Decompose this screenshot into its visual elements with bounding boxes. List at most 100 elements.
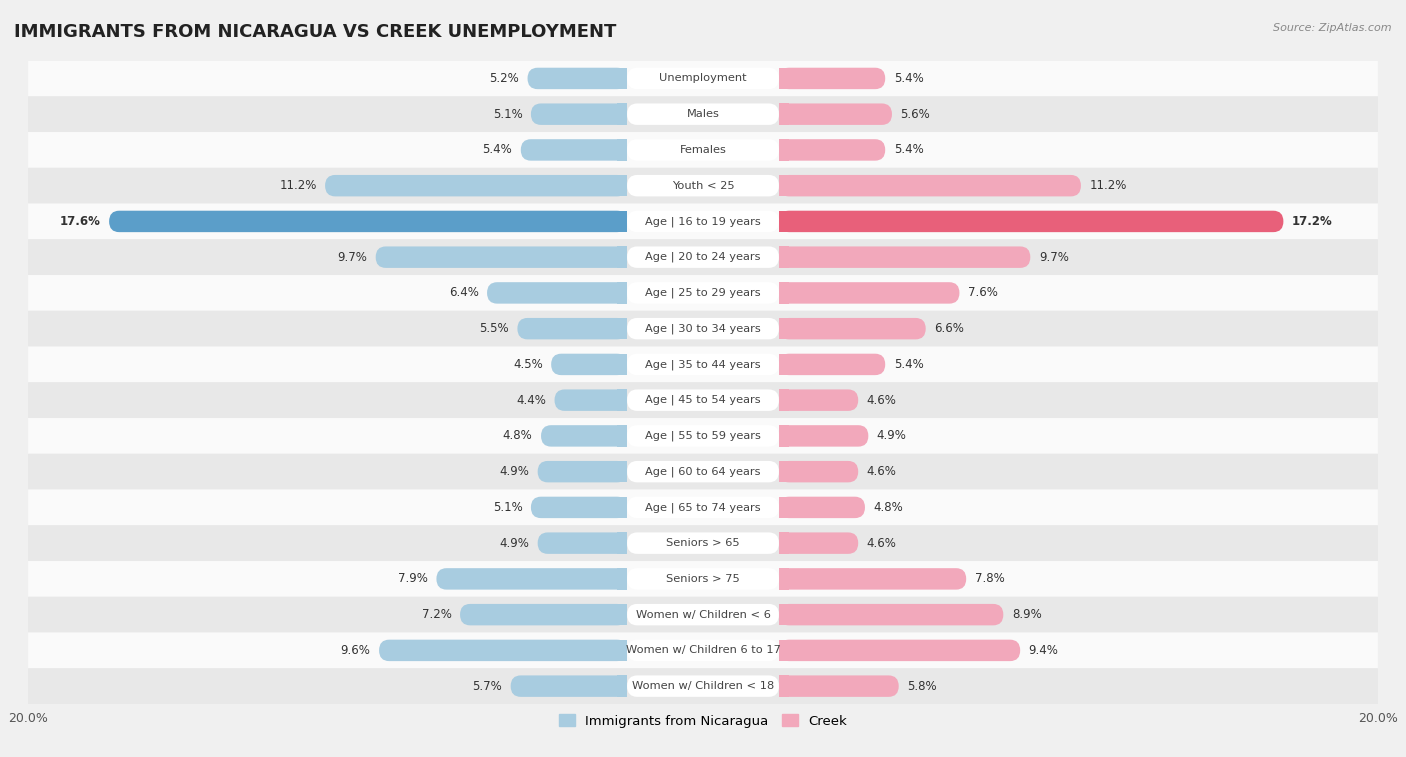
FancyBboxPatch shape [627,247,779,268]
Text: Source: ZipAtlas.com: Source: ZipAtlas.com [1274,23,1392,33]
FancyBboxPatch shape [28,525,1378,561]
Text: 4.9%: 4.9% [499,537,529,550]
FancyBboxPatch shape [28,561,1378,597]
Bar [779,425,789,447]
Bar [617,210,627,232]
Text: 7.9%: 7.9% [398,572,427,585]
Text: 7.8%: 7.8% [974,572,1004,585]
FancyBboxPatch shape [779,497,865,518]
Bar [779,175,789,196]
FancyBboxPatch shape [551,354,627,375]
FancyBboxPatch shape [28,311,1378,347]
Bar [617,318,627,339]
FancyBboxPatch shape [779,532,858,554]
FancyBboxPatch shape [627,139,779,160]
Text: 7.6%: 7.6% [967,286,998,300]
Text: 8.9%: 8.9% [1012,608,1042,621]
FancyBboxPatch shape [325,175,627,196]
Text: Age | 35 to 44 years: Age | 35 to 44 years [645,359,761,369]
Text: 5.4%: 5.4% [482,143,512,157]
Text: 4.5%: 4.5% [513,358,543,371]
FancyBboxPatch shape [779,175,1081,196]
Bar [617,569,627,590]
Bar [779,569,789,590]
Bar [617,354,627,375]
FancyBboxPatch shape [28,418,1378,453]
Text: Women w/ Children 6 to 17: Women w/ Children 6 to 17 [626,646,780,656]
FancyBboxPatch shape [541,425,627,447]
FancyBboxPatch shape [627,461,779,482]
FancyBboxPatch shape [537,532,627,554]
Text: Youth < 25: Youth < 25 [672,181,734,191]
Text: Males: Males [686,109,720,119]
FancyBboxPatch shape [28,61,1378,96]
Bar [617,532,627,554]
Text: 9.7%: 9.7% [1039,251,1069,263]
FancyBboxPatch shape [627,354,779,375]
FancyBboxPatch shape [779,604,1004,625]
Bar [617,497,627,518]
FancyBboxPatch shape [460,604,627,625]
Bar [779,675,789,697]
Text: 17.6%: 17.6% [60,215,101,228]
FancyBboxPatch shape [28,382,1378,418]
FancyBboxPatch shape [28,490,1378,525]
FancyBboxPatch shape [627,104,779,125]
Text: Age | 65 to 74 years: Age | 65 to 74 years [645,502,761,512]
FancyBboxPatch shape [28,96,1378,132]
Text: Females: Females [679,145,727,155]
FancyBboxPatch shape [779,425,869,447]
FancyBboxPatch shape [627,532,779,554]
Text: 6.4%: 6.4% [449,286,478,300]
FancyBboxPatch shape [28,597,1378,633]
FancyBboxPatch shape [779,675,898,697]
Text: IMMIGRANTS FROM NICARAGUA VS CREEK UNEMPLOYMENT: IMMIGRANTS FROM NICARAGUA VS CREEK UNEMP… [14,23,616,41]
Bar [779,139,789,160]
FancyBboxPatch shape [779,104,891,125]
Bar [617,282,627,304]
Text: Age | 60 to 64 years: Age | 60 to 64 years [645,466,761,477]
Bar [779,247,789,268]
FancyBboxPatch shape [627,569,779,590]
Text: Age | 30 to 34 years: Age | 30 to 34 years [645,323,761,334]
FancyBboxPatch shape [627,640,779,661]
Bar [779,354,789,375]
Text: 11.2%: 11.2% [280,179,316,192]
FancyBboxPatch shape [627,210,779,232]
FancyBboxPatch shape [510,675,627,697]
Bar [617,461,627,482]
Text: 4.8%: 4.8% [873,501,903,514]
FancyBboxPatch shape [28,453,1378,490]
FancyBboxPatch shape [627,497,779,518]
FancyBboxPatch shape [28,132,1378,168]
FancyBboxPatch shape [779,318,925,339]
FancyBboxPatch shape [779,139,886,160]
Bar [617,247,627,268]
Bar [617,425,627,447]
FancyBboxPatch shape [627,67,779,89]
FancyBboxPatch shape [627,604,779,625]
FancyBboxPatch shape [627,318,779,339]
Text: Women w/ Children < 18: Women w/ Children < 18 [631,681,775,691]
Bar [779,389,789,411]
Text: 4.6%: 4.6% [866,394,897,407]
Bar [779,67,789,89]
Text: Age | 20 to 24 years: Age | 20 to 24 years [645,252,761,263]
FancyBboxPatch shape [779,354,886,375]
Bar [779,318,789,339]
FancyBboxPatch shape [627,389,779,411]
Text: 5.4%: 5.4% [894,143,924,157]
FancyBboxPatch shape [627,425,779,447]
FancyBboxPatch shape [779,640,1021,661]
FancyBboxPatch shape [28,168,1378,204]
Text: Women w/ Children < 6: Women w/ Children < 6 [636,609,770,620]
Bar [779,532,789,554]
Text: Age | 25 to 29 years: Age | 25 to 29 years [645,288,761,298]
FancyBboxPatch shape [436,569,627,590]
Text: 6.6%: 6.6% [934,322,965,335]
FancyBboxPatch shape [28,668,1378,704]
Bar [617,104,627,125]
Text: Seniors > 75: Seniors > 75 [666,574,740,584]
Text: 5.1%: 5.1% [492,107,523,120]
FancyBboxPatch shape [779,389,858,411]
